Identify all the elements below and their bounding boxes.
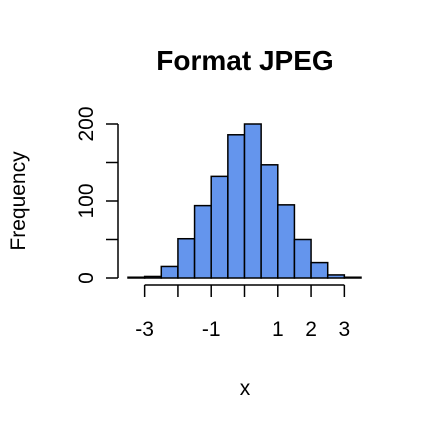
y-tick-label: 0: [75, 272, 98, 284]
histogram-bar: [145, 276, 162, 278]
histogram-bar: [211, 176, 228, 278]
x-tick-label: 1: [272, 318, 284, 341]
x-tick-label: -1: [202, 318, 221, 341]
histogram-bar: [195, 206, 212, 278]
chart-title: Format JPEG: [156, 45, 333, 76]
y-axis-label: Frequency: [7, 151, 30, 251]
bars-group: [128, 124, 361, 278]
histogram-bar: [344, 277, 361, 278]
x-tick-label: 2: [305, 318, 317, 341]
x-axis-label: x: [240, 377, 251, 400]
y-tick-label: 100: [75, 183, 98, 218]
histogram-bar: [278, 205, 295, 278]
histogram-bar: [294, 240, 311, 279]
histogram-bar: [228, 135, 245, 278]
histogram-bar: [178, 239, 195, 278]
y-tick-label: 200: [75, 106, 98, 141]
histogram-bar: [311, 263, 328, 278]
histogram-bar: [328, 275, 345, 278]
histogram-bar: [245, 124, 262, 278]
x-axis: -3 -1 1 2 3: [135, 285, 350, 341]
histogram-bar: [261, 165, 278, 278]
x-tick-label: 3: [339, 318, 351, 341]
histogram-bar: [128, 277, 145, 278]
histogram-bar: [161, 266, 178, 278]
x-tick-label: -3: [135, 318, 154, 341]
y-axis: 0 100 200: [75, 106, 118, 283]
